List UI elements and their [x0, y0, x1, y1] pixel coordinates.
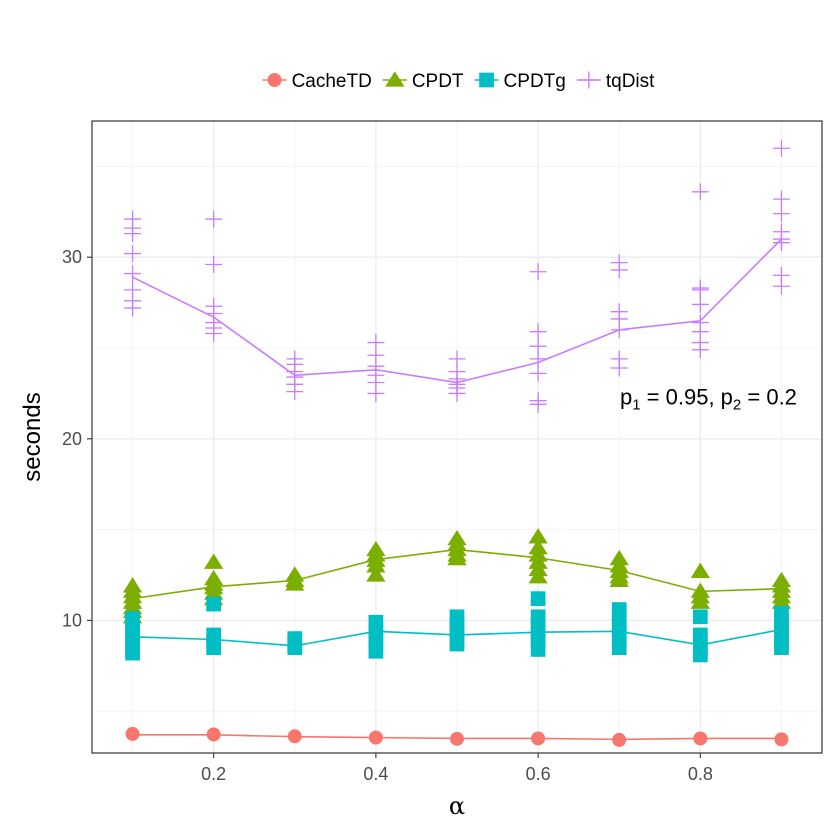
data-point-cpdtg — [206, 640, 222, 656]
p2-subscript: 2 — [733, 396, 741, 413]
x-tick-label: 0.4 — [363, 764, 388, 784]
series-layer — [122, 139, 792, 747]
data-point-cpdtg — [449, 636, 465, 652]
series-cpdt — [122, 528, 792, 624]
data-point-cpdt — [447, 549, 467, 566]
legend-key-square — [479, 72, 494, 88]
data-point-cpdt — [690, 562, 710, 578]
data-point-tqdist — [124, 225, 142, 243]
data-point-tqdist — [772, 205, 790, 223]
data-point-tqdist — [205, 210, 223, 228]
series-cpdtg — [125, 591, 789, 663]
p1-label: p — [620, 384, 632, 409]
data-point-cpdtg — [530, 642, 546, 657]
legend-label-cpdtg: CPDTg — [504, 71, 566, 92]
panel-border — [91, 120, 823, 754]
data-point-tqdist — [124, 265, 142, 283]
legend-key-triangle — [385, 71, 405, 87]
series-cachetd — [125, 726, 789, 747]
data-point-cachetd — [612, 732, 627, 747]
legend-label-cachetd: CacheTD — [292, 71, 372, 92]
data-point-cachetd — [206, 727, 221, 742]
data-point-cpdtg — [287, 640, 303, 656]
legend: CacheTD CPDT CPDTg tqDist — [262, 71, 655, 92]
y-axis: 10 20 30 — [62, 247, 92, 630]
data-point-cpdt — [528, 568, 548, 584]
x-tick-label: 0.8 — [688, 764, 713, 784]
data-point-cpdt — [285, 575, 305, 591]
data-point-tqdist — [529, 395, 547, 413]
data-point-tqdist — [610, 321, 628, 339]
data-point-tqdist — [691, 295, 709, 313]
series-tqdist — [124, 139, 790, 413]
data-point-tqdist — [772, 277, 790, 295]
data-point-cpdt — [690, 593, 710, 609]
parameter-annotation: p1 = 0.95, p2 = 0.2 — [620, 384, 797, 413]
legend-key-plus — [580, 71, 598, 89]
x-axis-title: α — [449, 792, 465, 820]
y-tick-label: 30 — [62, 247, 82, 267]
data-point-cpdtg — [611, 640, 627, 656]
data-point-cpdtg — [692, 647, 708, 663]
data-point-tqdist — [286, 383, 304, 401]
legend-item-cpdt: CPDT — [382, 71, 464, 92]
data-point-cpdt — [366, 566, 386, 582]
data-point-cpdtg — [368, 643, 384, 659]
legend-item-tqdist: tqDist — [576, 71, 655, 92]
data-point-cpdt — [609, 571, 629, 588]
data-point-tqdist — [448, 384, 466, 402]
data-point-tqdist — [529, 323, 547, 341]
data-point-cachetd — [450, 731, 464, 746]
data-point-tqdist — [772, 234, 790, 252]
data-point-cachetd — [287, 729, 302, 744]
data-point-cpdtg — [125, 645, 140, 661]
data-point-cpdtg — [774, 640, 789, 656]
data-point-tqdist — [205, 256, 223, 273]
data-point-cpdtg — [530, 591, 546, 606]
p1-value: = 0.95, — [641, 384, 721, 409]
y-tick-label: 10 — [62, 610, 82, 630]
data-point-tqdist — [529, 350, 547, 368]
data-point-cpdt — [528, 528, 548, 544]
data-point-tqdist — [367, 384, 385, 402]
data-point-cachetd — [125, 726, 140, 741]
p2-label: p — [721, 384, 733, 409]
data-point-cachetd — [774, 732, 789, 747]
x-axis: 0.2 0.4 0.6 0.8 — [201, 753, 713, 784]
data-point-tqdist — [772, 190, 790, 208]
legend-item-cachetd: CacheTD — [262, 71, 372, 92]
data-point-tqdist — [529, 364, 547, 382]
data-point-tqdist — [691, 281, 709, 299]
p2-value: = 0.2 — [741, 384, 797, 409]
data-point-tqdist — [529, 263, 547, 281]
legend-item-cpdtg: CPDTg — [474, 71, 566, 92]
p1-subscript: 1 — [632, 396, 640, 413]
y-tick-label: 20 — [62, 429, 82, 449]
y-axis-title: seconds — [19, 392, 46, 481]
data-point-cpdtg — [692, 609, 708, 625]
data-point-tqdist — [205, 325, 223, 342]
data-point-cpdt — [204, 553, 224, 569]
data-point-tqdist — [691, 183, 709, 201]
data-point-cpdtg — [206, 596, 222, 612]
legend-label-tqdist: tqDist — [606, 71, 655, 92]
legend-label-cpdt: CPDT — [412, 71, 464, 92]
data-point-cachetd — [531, 731, 546, 746]
data-point-cpdt — [366, 557, 386, 573]
data-point-tqdist — [610, 359, 628, 377]
data-point-tqdist — [772, 139, 790, 157]
x-tick-label: 0.2 — [201, 764, 226, 784]
data-point-cpdt — [771, 593, 792, 609]
data-point-cachetd — [368, 730, 383, 745]
legend-key-circle — [267, 73, 282, 87]
data-point-tqdist — [610, 261, 628, 279]
x-tick-label: 0.6 — [526, 764, 551, 784]
data-point-cachetd — [693, 731, 708, 746]
data-point-tqdist — [691, 341, 709, 359]
data-point-tqdist — [124, 245, 142, 263]
data-point-tqdist — [124, 299, 142, 317]
